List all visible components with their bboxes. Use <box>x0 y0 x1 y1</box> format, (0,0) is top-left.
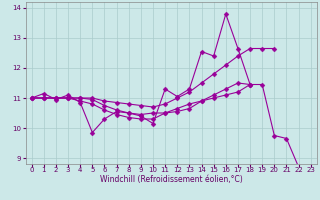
X-axis label: Windchill (Refroidissement éolien,°C): Windchill (Refroidissement éolien,°C) <box>100 175 243 184</box>
